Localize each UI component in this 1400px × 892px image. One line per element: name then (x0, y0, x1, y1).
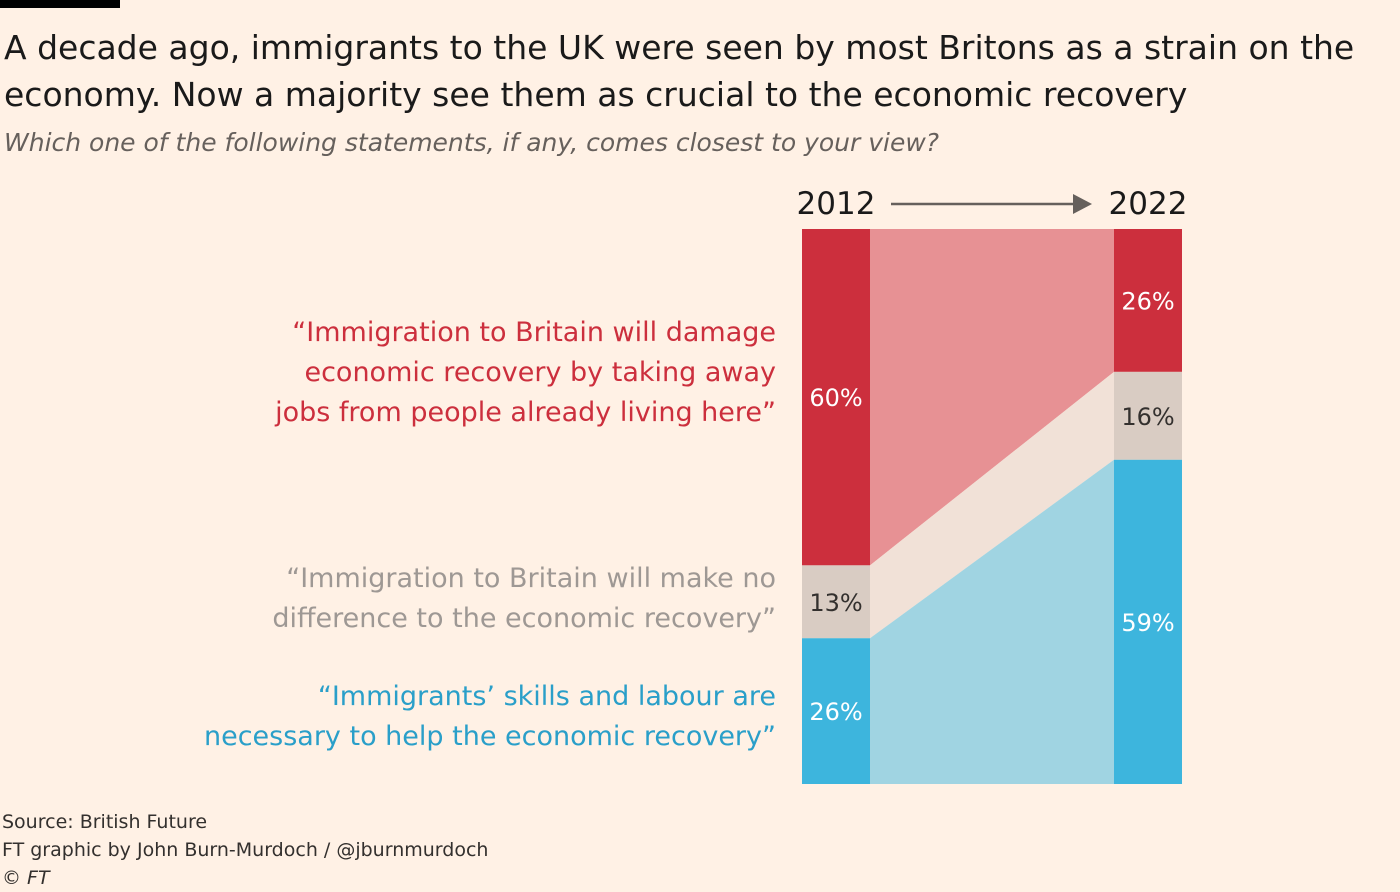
footer: Source: British Future FT graphic by Joh… (2, 808, 488, 892)
bar-segment-2012-2 (802, 638, 870, 784)
legend-label-1-line-1: difference to the economic recovery” (272, 603, 776, 634)
copyright-note: © FT (2, 867, 50, 889)
arrow-icon (1073, 194, 1092, 214)
legend-label-1-line-0: “Immigration to Britain will make no (286, 563, 776, 594)
legend-label-2-line-1: necessary to help the economic recovery” (204, 721, 776, 752)
value-label-2012-2: 26% (809, 698, 862, 726)
year-label-2012: 2012 (797, 186, 876, 222)
value-label-2012-1: 13% (809, 589, 862, 617)
bar-segment-2012-1 (802, 565, 870, 639)
legend-label-0-line-2: jobs from people already living here” (274, 397, 776, 428)
chart-subtitle: Which one of the following statements, i… (4, 128, 940, 157)
flow-band-2 (870, 459, 1114, 784)
flow-band-1 (870, 371, 1114, 639)
bar-segment-2012-0 (802, 229, 870, 566)
credit-note: FT graphic by John Burn-Murdoch / @jburn… (2, 839, 489, 861)
ft-top-bar (0, 0, 120, 8)
value-label-2022-2: 59% (1121, 609, 1174, 637)
source-note: Source: British Future (2, 811, 208, 833)
legend-label-0-line-0: “Immigration to Britain will damage (292, 317, 776, 348)
value-label-2012-0: 60% (809, 384, 862, 412)
year-label-2022: 2022 (1109, 186, 1188, 222)
bar-segment-2022-1 (1114, 371, 1182, 460)
bar-segment-2022-2 (1114, 459, 1182, 784)
bar-segment-2022-0 (1114, 229, 1182, 372)
legend-label-2-line-0: “Immigrants’ skills and labour are (318, 681, 776, 712)
value-label-2022-0: 26% (1121, 287, 1174, 315)
chart-title: A decade ago, immigrants to the UK were … (4, 28, 1355, 114)
flow-band-0 (870, 229, 1114, 566)
value-label-2022-1: 16% (1121, 403, 1174, 431)
legend-label-0-line-1: economic recovery by taking away (304, 357, 776, 388)
